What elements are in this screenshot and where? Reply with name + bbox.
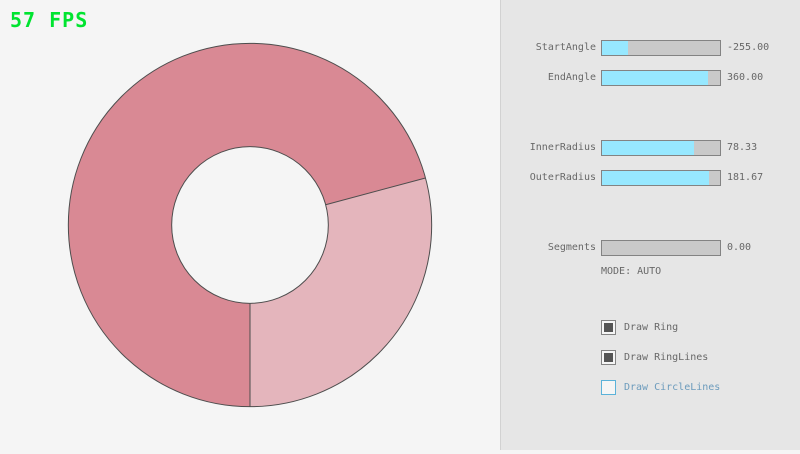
checkmark-fill	[604, 353, 613, 362]
draw-ringlines-label: Draw RingLines	[624, 352, 709, 363]
checkbox-row-draw-ring: Draw Ring	[501, 320, 800, 337]
outer-radius-value: 181.67	[727, 172, 764, 183]
draw-circlelines-label: Draw CircleLines	[624, 382, 721, 393]
draw-ring-checkbox[interactable]	[601, 320, 616, 335]
start-angle-label: StartAngle	[535, 42, 596, 53]
end-angle-slider-fill	[602, 71, 709, 85]
slider-row-segments: Segments 0.00	[501, 240, 800, 256]
start-angle-slider[interactable]	[601, 40, 721, 56]
draw-ring-label: Draw Ring	[624, 322, 679, 333]
draw-ringlines-checkbox[interactable]	[601, 350, 616, 365]
render-canvas: 57 FPS	[10, 8, 433, 408]
inner-radius-value: 78.33	[727, 142, 758, 153]
ring-sector-dark	[68, 43, 426, 407]
ring-drawing	[67, 42, 433, 408]
slider-row-inner-radius: InnerRadius 78.33	[501, 140, 800, 156]
checkmark-fill	[604, 323, 613, 332]
inner-radius-label: InnerRadius	[529, 142, 596, 153]
ring-sector-light	[250, 177, 432, 407]
ring-edge-line-upper-right	[325, 177, 426, 206]
inner-radius-slider[interactable]	[601, 140, 721, 156]
end-angle-value: 360.00	[727, 72, 764, 83]
segments-value: 0.00	[727, 242, 752, 253]
segments-slider[interactable]	[601, 240, 721, 256]
fps-counter: 57 FPS	[10, 8, 89, 32]
ring-outline-inner	[171, 146, 329, 304]
inner-radius-slider-fill	[602, 141, 695, 155]
draw-circlelines-checkbox[interactable]	[601, 380, 616, 395]
start-angle-value: -255.00	[727, 42, 770, 53]
outer-radius-label: OuterRadius	[529, 172, 596, 183]
segments-mode-text: MODE: AUTO	[601, 266, 662, 277]
checkbox-row-draw-circlelines: Draw CircleLines	[501, 380, 800, 397]
slider-row-outer-radius: OuterRadius 181.67	[501, 170, 800, 186]
start-angle-slider-fill	[602, 41, 628, 55]
slider-row-end-angle: EndAngle 360.00	[501, 70, 800, 86]
control-panel: StartAngle -255.00 EndAngle 360.00 Inner…	[500, 0, 800, 450]
end-angle-slider[interactable]	[601, 70, 721, 86]
checkbox-row-draw-ringlines: Draw RingLines	[501, 350, 800, 367]
outer-radius-slider[interactable]	[601, 170, 721, 186]
outer-radius-slider-fill	[602, 171, 710, 185]
slider-row-start-angle: StartAngle -255.00	[501, 40, 800, 56]
segments-label: Segments	[547, 242, 596, 253]
end-angle-label: EndAngle	[547, 72, 596, 83]
